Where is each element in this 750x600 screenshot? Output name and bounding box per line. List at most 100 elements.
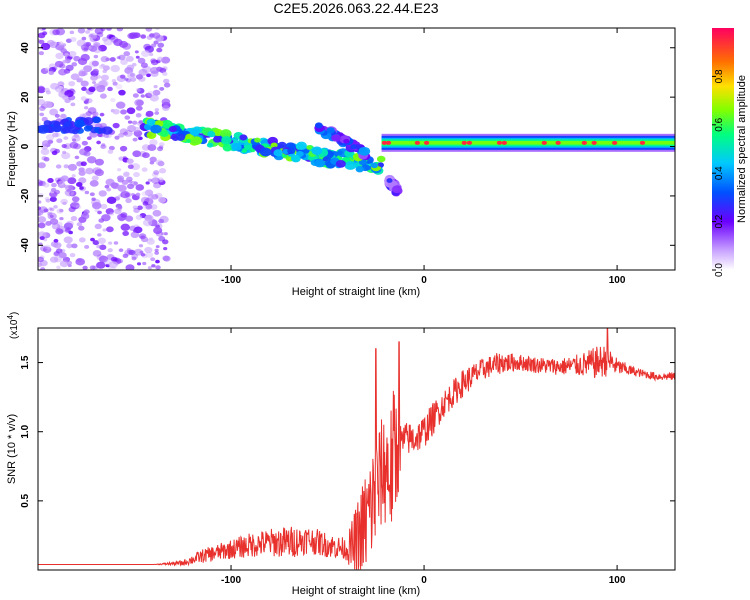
- spectrogram-blob: [147, 194, 155, 200]
- spectrogram-blob: [259, 147, 272, 157]
- spectrogram-blob: [71, 174, 76, 178]
- spectrogram-blob: [38, 222, 46, 229]
- spectrogram-blob: [102, 65, 110, 71]
- spectrogram-blob: [80, 53, 90, 62]
- spectrogram-blob: [106, 187, 112, 192]
- spectrogram-blob: [130, 163, 141, 171]
- spectrogram-blob: [80, 96, 87, 101]
- spectrogram-blob: [133, 181, 139, 186]
- spectrogram-blob: [94, 43, 99, 48]
- spectrogram-blob: [47, 178, 54, 184]
- spectrogram-blob: [96, 32, 104, 38]
- spectrogram-blob: [75, 258, 86, 266]
- spectrogram-blob: [97, 132, 103, 138]
- spectrogram-blob: [501, 140, 507, 145]
- y-tick-label: 0: [20, 143, 31, 149]
- spectrogram-blob: [612, 140, 618, 145]
- spectrogram-blob: [414, 140, 420, 145]
- spectrogram-blob: [140, 252, 146, 257]
- spectrogram-blob: [110, 182, 119, 189]
- spectrogram-blob: [71, 196, 80, 203]
- spectrogram-blob: [344, 161, 357, 170]
- spectrogram-blob: [82, 265, 88, 270]
- spectrogram-blob: [70, 102, 76, 107]
- spectrogram-blob: [149, 139, 158, 146]
- spectrogram-blob: [99, 93, 107, 99]
- spectrogram-blob: [38, 262, 43, 268]
- spectrogram-blob: [146, 73, 151, 78]
- spectrogram-blob: [90, 237, 95, 242]
- spectrogram-blob: [69, 30, 75, 35]
- spectrogram-blob: [277, 141, 287, 149]
- spectrogram-blob: [68, 230, 73, 235]
- spectrogram-blob: [154, 192, 163, 199]
- spectrogram-blob: [153, 227, 163, 235]
- spectrogram-blob: [124, 249, 132, 256]
- spectrogram-blob: [149, 94, 159, 102]
- spectrogram-blob: [132, 137, 138, 142]
- spectrogram-blob: [38, 85, 46, 93]
- spectrogram-blob: [53, 256, 62, 263]
- spectrogram-blob: [84, 245, 90, 249]
- spectrogram-blob: [132, 93, 139, 98]
- spectrogram-blob: [88, 86, 96, 93]
- spectrogram-blob: [137, 205, 143, 211]
- spectrogram-xlabel: Height of straight line (km): [292, 286, 420, 298]
- spectrogram-blob: [158, 145, 164, 149]
- spectrogram-blob: [73, 133, 80, 138]
- spectrogram-blob: [38, 200, 42, 204]
- spectrogram-blob: [41, 141, 49, 147]
- spectrogram-blob: [87, 107, 97, 114]
- spectrogram-axes: -100 0 100 -40 -20 0 20 40: [20, 28, 675, 286]
- spectrogram-blob: [56, 138, 63, 144]
- y-tick-label: -20: [20, 188, 31, 203]
- spectrogram-blob: [306, 145, 312, 150]
- spectrogram-blob: [38, 32, 46, 39]
- spectrogram-blob: [99, 244, 107, 251]
- spectrogram-band: [381, 141, 675, 145]
- spectrogram-blob: [120, 223, 130, 231]
- spectrogram-blob: [110, 98, 116, 103]
- spectrogram-blob: [212, 136, 222, 143]
- spectrogram-blob: [125, 264, 135, 270]
- spectrogram-blob: [132, 205, 138, 210]
- spectrogram-blob: [108, 261, 118, 269]
- spectrogram-blob: [132, 150, 142, 158]
- spectrogram-blob: [83, 125, 92, 132]
- spectrogram-blob: [147, 178, 153, 183]
- snr-panel: -100 0 100 0.5 1.0 1.5 (x104) Height of strai…: [6, 312, 676, 597]
- spectrogram-blob: [134, 50, 139, 54]
- spectrogram-blob: [207, 131, 216, 138]
- spectrogram-blob: [133, 32, 141, 39]
- spectrogram-blob: [92, 112, 97, 116]
- spectrogram-blob: [100, 144, 107, 149]
- spectrogram-blob: [122, 253, 129, 259]
- x-tick-label: 0: [421, 575, 427, 586]
- spectrogram-blob: [133, 126, 141, 132]
- spectrogram-blob: [92, 250, 102, 257]
- spectrogram-blob: [146, 118, 156, 126]
- spectrogram-blob: [115, 83, 123, 90]
- spectrogram-blob: [71, 243, 78, 249]
- spectrogram-blob: [47, 211, 53, 216]
- spectrogram-blob: [75, 204, 82, 210]
- spectrogram-blob: [56, 265, 61, 270]
- colorbar-tick-label: 0.4: [714, 166, 725, 180]
- spectrogram-blob: [133, 207, 140, 213]
- y-tick-label: -40: [20, 238, 31, 253]
- spectrogram-blob: [112, 81, 118, 86]
- spectrogram-blob: [94, 28, 104, 35]
- spectrogram-blob: [110, 64, 120, 73]
- spectrogram-blob: [79, 186, 84, 190]
- spectrogram-blob: [129, 73, 135, 77]
- spectrogram-blob: [68, 206, 76, 213]
- spectrogram-blob: [142, 261, 147, 266]
- spectrogram-blob: [64, 90, 74, 98]
- spectrogram-blob: [134, 99, 144, 107]
- spectrogram-blob: [71, 62, 78, 67]
- spectrogram-blob: [76, 181, 83, 187]
- spectrogram-blob: [49, 196, 57, 202]
- spectrogram-blob: [290, 154, 301, 163]
- spectrogram-blob: [311, 146, 323, 155]
- spectrogram-blob: [68, 50, 77, 58]
